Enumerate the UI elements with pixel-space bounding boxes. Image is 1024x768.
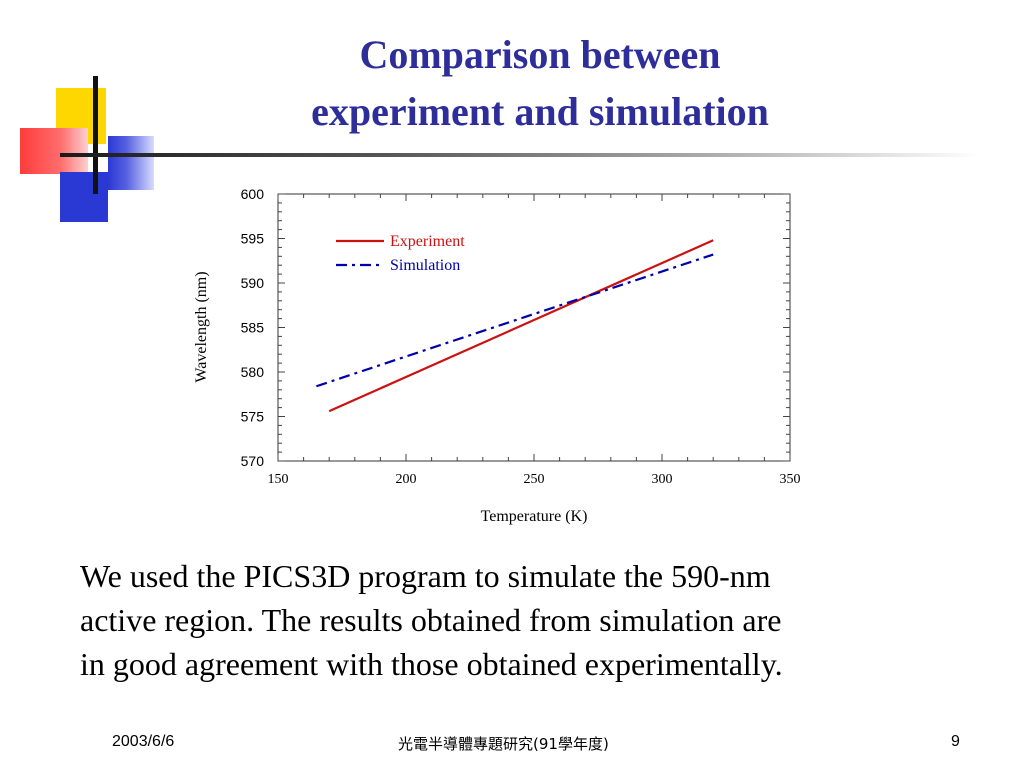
slide-title: Comparison between experiment and simula… [180, 26, 900, 140]
y-tick-label: 580 [241, 364, 265, 380]
series-lines [316, 239, 714, 413]
page-number: 9 [951, 733, 960, 750]
body-line-2: active region. The results obtained from… [80, 602, 782, 638]
wavelength-temperature-chart: 570 575 580 585 590 595 600 150 200 250 300 350 Exp… [193, 186, 801, 525]
decor-horizontal-rule [60, 153, 980, 157]
y-tick-label: 585 [241, 320, 265, 336]
y-tick-label: 600 [241, 186, 265, 202]
series-line-simulation [316, 253, 714, 388]
series-line-experiment [328, 239, 714, 413]
body-line-1: We used the PICS3D program to simulate t… [80, 558, 771, 594]
x-tick-label: 200 [396, 472, 417, 487]
footer-course-title: 光電半導體專題研究(91學年度) [398, 735, 609, 753]
decor-vertical-line [93, 76, 98, 194]
y-axis-label: Wavelength (nm) [193, 271, 210, 382]
y-tick-label: 590 [241, 275, 265, 291]
x-tick-label: 300 [652, 472, 673, 487]
chart-legend: Experiment Simulation [336, 233, 465, 274]
x-tick-label: 250 [524, 472, 545, 487]
body-line-3: in good agreement with those obtained ex… [80, 646, 783, 682]
y-tick-label: 595 [241, 231, 265, 247]
title-line-2: experiment and simulation [311, 89, 769, 134]
title-line-1: Comparison between [359, 32, 721, 77]
decor-blue-square [60, 172, 108, 222]
plot-frame [277, 193, 791, 462]
decor-red-gradient-square [20, 128, 88, 174]
axis-ticks: 570 575 580 585 590 595 600 150 200 250 300 350 [241, 186, 801, 487]
footer-date: 2003/6/6 [112, 733, 175, 750]
y-tick-label: 575 [241, 409, 265, 425]
x-tick-label: 350 [780, 472, 801, 487]
decor-blue-gradient-square [108, 136, 154, 190]
x-axis-label: Temperature (K) [481, 508, 588, 525]
x-tick-label: 150 [268, 472, 289, 487]
legend-label-experiment: Experiment [390, 233, 465, 250]
body-paragraph: We used the PICS3D program to simulate t… [80, 554, 960, 686]
y-tick-label: 570 [241, 453, 265, 469]
legend-label-simulation: Simulation [390, 257, 460, 274]
